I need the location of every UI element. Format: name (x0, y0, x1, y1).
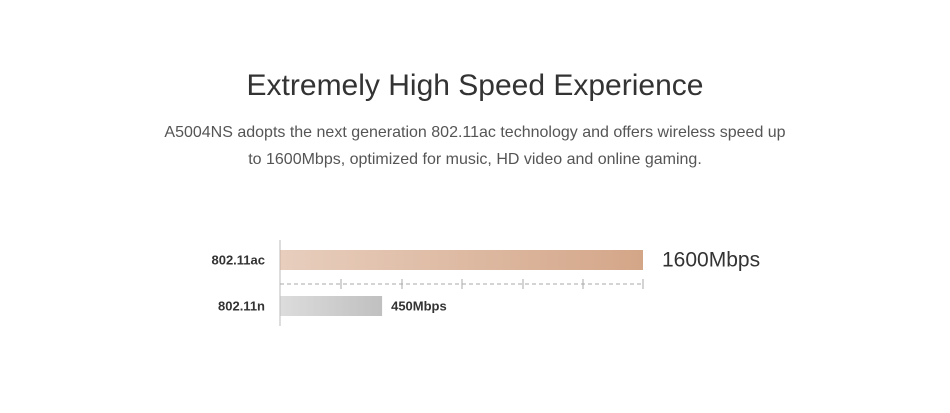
category-label: 802.11ac (211, 252, 265, 267)
chart-title: Extremely High Speed Experience (247, 69, 704, 102)
subtitle-line: to 1600Mbps, optimized for music, HD vid… (248, 151, 702, 168)
bar (280, 296, 383, 316)
category-label: 802.11n (218, 298, 265, 313)
value-label: 450Mbps (391, 298, 447, 313)
bar (280, 250, 643, 270)
subtitle-line: A5004NS adopts the next generation 802.1… (164, 124, 785, 141)
dashed-separator (280, 279, 644, 289)
value-label: 1600Mbps (662, 249, 760, 272)
